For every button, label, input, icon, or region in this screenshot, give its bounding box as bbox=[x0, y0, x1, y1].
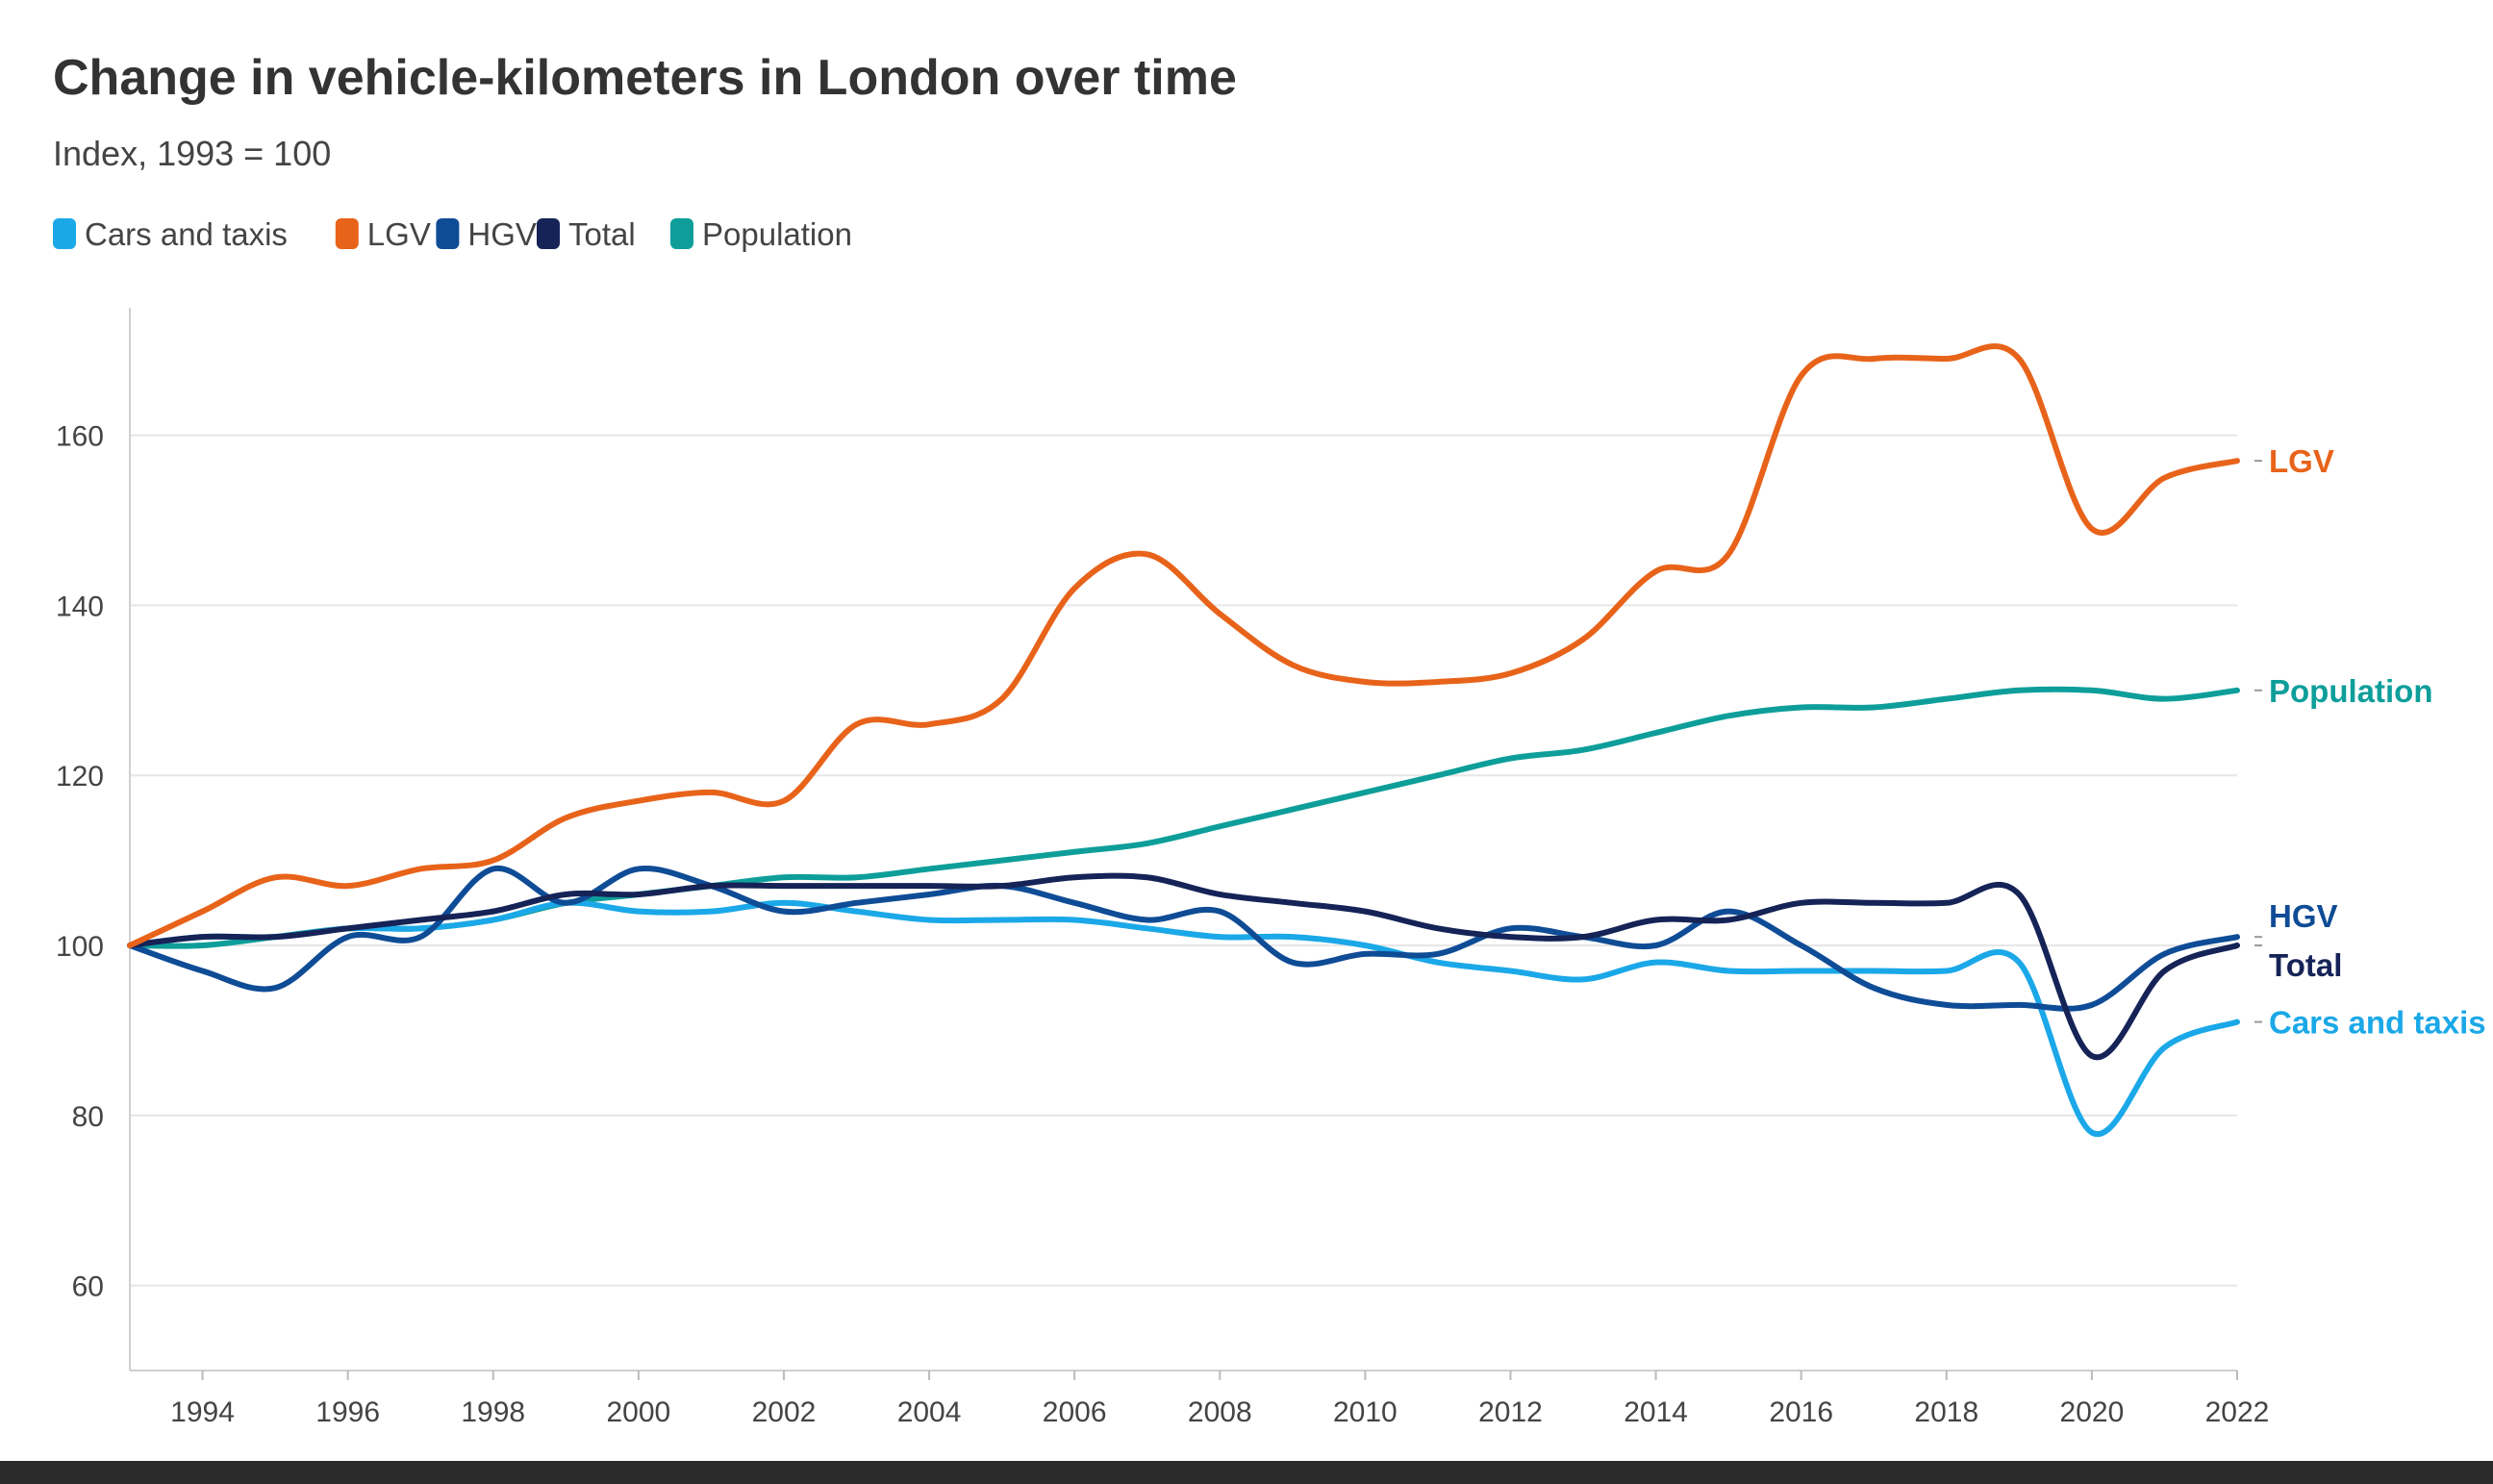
series-line-lgv bbox=[127, 343, 2240, 948]
xtick-label-11: 2016 bbox=[1769, 1396, 1833, 1428]
legend-label-2: HGV bbox=[467, 216, 537, 252]
series-line-population bbox=[127, 686, 2240, 949]
legend-label-4: Population bbox=[702, 216, 852, 252]
series-line-hgv bbox=[127, 866, 2240, 1012]
legend-swatch-1 bbox=[335, 218, 359, 249]
chart-subtitle: Index, 1993 = 100 bbox=[53, 134, 331, 173]
xtick-label-5: 2004 bbox=[897, 1396, 962, 1428]
xtick-label-6: 2006 bbox=[1043, 1396, 1107, 1428]
legend: Cars and taxis LGV HGV Total Population bbox=[53, 216, 852, 252]
legend-swatch-3 bbox=[537, 218, 560, 249]
end-label-3: Total bbox=[2269, 947, 2342, 983]
ytick-label-2: 100 bbox=[56, 931, 104, 963]
bottom-strip bbox=[0, 1461, 2493, 1484]
ytick-label-5: 160 bbox=[56, 421, 104, 453]
legend-swatch-4 bbox=[670, 218, 693, 249]
xtick-label-2: 1998 bbox=[461, 1396, 525, 1428]
end-label-1: Population bbox=[2269, 673, 2432, 709]
xtick-label-0: 1994 bbox=[170, 1396, 235, 1428]
end-labels: LGV Population HGV Total Cars and taxis bbox=[2254, 443, 2486, 1041]
series-lines bbox=[127, 343, 2240, 1138]
xtick-label-3: 2000 bbox=[606, 1396, 670, 1428]
legend-label-1: LGV bbox=[367, 216, 431, 252]
xtick-label-4: 2002 bbox=[752, 1396, 817, 1428]
xtick-label-14: 2022 bbox=[2205, 1396, 2270, 1428]
xtick-label-12: 2018 bbox=[1914, 1396, 1978, 1428]
legend-label-0: Cars and taxis bbox=[85, 216, 288, 252]
xtick-label-9: 2012 bbox=[1478, 1396, 1543, 1428]
axes: 1994 1996 1998 2000 2002 2004 2006 2008 2010 2012… bbox=[129, 308, 2270, 1428]
ytick-label-0: 60 bbox=[72, 1271, 104, 1303]
end-label-4: Cars and taxis bbox=[2269, 1005, 2486, 1041]
chart-title: Change in vehicle-kilometers in London o… bbox=[53, 50, 1237, 106]
xtick-label-13: 2020 bbox=[2060, 1396, 2125, 1428]
legend-label-3: Total bbox=[568, 216, 636, 252]
xtick-label-1: 1996 bbox=[315, 1396, 380, 1428]
legend-swatch-2 bbox=[436, 218, 460, 249]
xtick-label-7: 2008 bbox=[1188, 1396, 1252, 1428]
series-line-total bbox=[127, 872, 2240, 1061]
gridlines: 60 80 100 120 140 160 bbox=[56, 421, 2237, 1303]
xtick-label-8: 2010 bbox=[1333, 1396, 1398, 1428]
end-label-2: HGV bbox=[2269, 898, 2338, 934]
ytick-label-3: 120 bbox=[56, 761, 104, 792]
legend-swatch-0 bbox=[53, 218, 76, 249]
ytick-label-4: 140 bbox=[56, 591, 104, 622]
end-label-0: LGV bbox=[2269, 443, 2334, 479]
xtick-label-10: 2014 bbox=[1624, 1396, 1688, 1428]
ytick-label-1: 80 bbox=[72, 1101, 104, 1133]
series-line-cars-and-taxis bbox=[127, 899, 2240, 1138]
